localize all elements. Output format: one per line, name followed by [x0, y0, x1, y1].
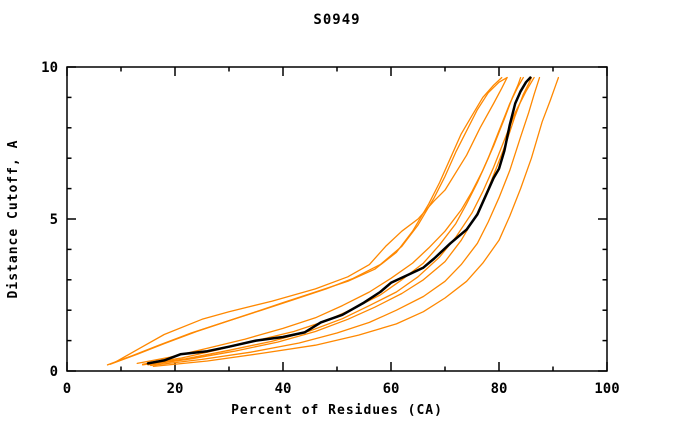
y-axis-label: Distance Cutoff, A: [6, 140, 21, 299]
plot-frame: [66, 66, 608, 372]
data-curves: [106, 76, 560, 368]
curve-reference: [146, 76, 532, 365]
x-tick-label: 0: [63, 381, 71, 397]
x-tick-label: 80: [491, 381, 508, 397]
x-tick-label: 60: [383, 381, 400, 397]
curve-model-8: [152, 76, 560, 368]
curve-model-2: [109, 76, 508, 365]
curve-model-7: [150, 76, 541, 367]
curve-model-6: [147, 76, 533, 366]
curve-model-3: [114, 76, 508, 363]
x-tick-label: 40: [275, 381, 292, 397]
y-tick-label: 0: [50, 364, 58, 380]
x-axis-label: Percent of Residues (CA): [231, 403, 443, 418]
x-tick-label: 20: [167, 381, 184, 397]
y-tick-label: 5: [50, 212, 58, 228]
chart-title: S0949: [313, 12, 360, 28]
curve-model-9: [141, 76, 535, 366]
y-tick-label: 10: [41, 60, 58, 76]
x-tick-label: 100: [594, 381, 619, 397]
tick-labels: 0 20 40 60 80 100 0 5 10: [41, 60, 620, 397]
tick-marks: [66, 66, 608, 372]
